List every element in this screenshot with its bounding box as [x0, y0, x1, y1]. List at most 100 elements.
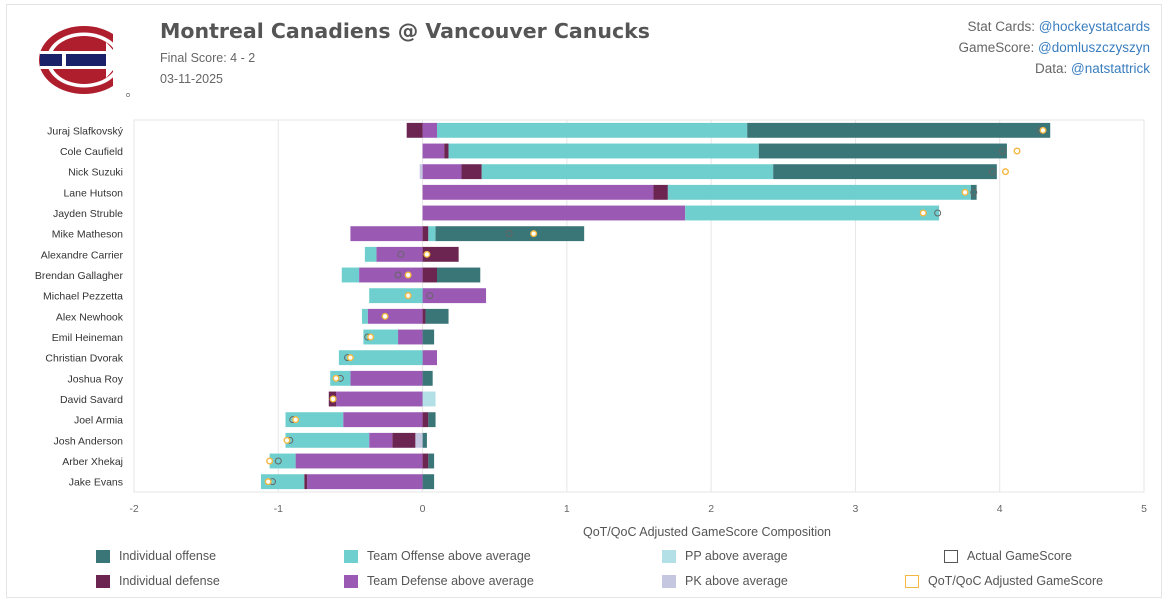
bar-segment-individual-offense: [437, 267, 481, 283]
bar-segment-individual-offense: [422, 474, 435, 490]
player-label: Juraj Slafkovský: [47, 125, 124, 137]
bar-segment-individual-defense: [422, 267, 437, 283]
bar-segment-team-offense: [269, 453, 296, 469]
bar-segment-individual-defense: [422, 453, 429, 469]
bar-segment-team-defense: [359, 267, 423, 283]
player-label: Mike Matheson: [52, 229, 123, 241]
credit-data: Data: @natstattrick: [1034, 61, 1150, 76]
legend-pp[interactable]: PP above average: [662, 549, 788, 563]
legend-actual[interactable]: Actual GameScore: [944, 549, 1072, 563]
actual-gamescore-marker: [934, 209, 942, 217]
adjusted-gamescore-marker: [1013, 147, 1021, 155]
team-logo: [36, 22, 143, 105]
bar-segment-individual-defense: [304, 474, 308, 490]
bar-segment-team-offense: [437, 122, 748, 138]
bar-segment-team-offense: [341, 267, 360, 283]
bar-segment-team-defense: [336, 391, 423, 407]
legend-individual-defense[interactable]: Individual defense: [96, 574, 220, 588]
player-label: Josh Anderson: [54, 435, 124, 447]
credit-link[interactable]: @domluszczyszyn: [1038, 40, 1150, 55]
bar-segment-individual-defense: [422, 226, 429, 242]
bar-segment-individual-offense: [422, 432, 427, 448]
actual-gamescore-marker: [397, 250, 405, 258]
bar-segment-team-offense: [285, 412, 344, 428]
x-axis-label: QoT/QoC Adjusted GameScore Composition: [583, 525, 831, 539]
legend-team-defense[interactable]: Team Defense above average: [344, 574, 534, 588]
legend-team-offense[interactable]: Team Offense above average: [344, 549, 531, 563]
bar-segment-team-offense: [428, 226, 436, 242]
bar-segment-team-defense: [350, 226, 423, 242]
player-label: Nick Suzuki: [68, 167, 123, 179]
bar-segment-individual-offense: [428, 412, 436, 428]
bar-segment-team-defense: [376, 246, 423, 262]
bar-segment-individual-offense: [422, 370, 433, 386]
adjusted-gamescore-marker: [332, 374, 340, 382]
bar-segment-team-defense: [422, 205, 686, 221]
bar-segment-individual-offense: [428, 453, 435, 469]
actual-gamescore-marker: [426, 292, 434, 300]
final-score: Final Score: 4 - 2: [160, 51, 256, 65]
adjusted-gamescore-marker: [381, 312, 389, 320]
bar-segment-pp: [422, 391, 436, 407]
adjusted-gamescore-marker: [404, 292, 412, 300]
actual-gamescore-marker: [989, 168, 996, 176]
player-label: Joshua Roy: [68, 373, 124, 385]
bar-segment-team-defense: [422, 164, 462, 180]
bar-segment-individual-offense: [425, 308, 449, 324]
bar-segment-team-offense: [285, 432, 370, 448]
bar-segment-team-defense: [367, 308, 423, 324]
bar-segment-individual-defense: [422, 246, 459, 262]
legend-individual-offense[interactable]: Individual offense: [96, 549, 216, 563]
x-tick-label: -2: [129, 503, 138, 515]
bar-segment-individual-defense: [422, 412, 429, 428]
credit-link[interactable]: @hockeystatcards: [1038, 19, 1150, 34]
actual-gamescore-marker: [999, 147, 1007, 155]
bar-segment-team-defense: [398, 329, 423, 345]
bar-segment-team-defense: [369, 432, 393, 448]
legend-swatch: [96, 574, 110, 588]
adjusted-gamescore-marker: [367, 333, 375, 341]
bar-segment-individual-offense: [435, 226, 585, 242]
x-tick-label: 2: [708, 503, 714, 515]
bar-segment-pk: [419, 164, 423, 180]
legend-pk[interactable]: PK above average: [662, 574, 788, 588]
player-label: Jayden Struble: [53, 208, 123, 220]
bar-segment-team-defense: [422, 288, 487, 304]
bar-segment-team-defense: [422, 122, 437, 138]
x-tick-label: 1: [564, 503, 570, 515]
adjusted-gamescore-marker: [404, 271, 412, 279]
adjusted-gamescore-marker: [919, 209, 927, 217]
adjusted-gamescore-marker: [283, 436, 291, 444]
credits: Stat Cards: @hockeystatcards GameScore: …: [958, 16, 1150, 79]
credit-link[interactable]: @natstattrick: [1071, 61, 1150, 76]
bar-segment-individual-defense: [653, 184, 668, 200]
bar-segment-team-offense: [667, 184, 971, 200]
actual-gamescore-marker: [970, 188, 978, 196]
bar-segment-individual-defense: [406, 122, 423, 138]
credit-stat-cards: Stat Cards: @hockeystatcards: [967, 19, 1150, 34]
bar-segment-team-offense: [260, 474, 305, 490]
x-tick-label: 3: [853, 503, 859, 515]
legend-swatch: [344, 549, 358, 563]
adjusted-gamescore-marker: [266, 457, 274, 465]
bar-segment-team-defense: [422, 184, 654, 200]
bar-segment-team-defense: [307, 474, 423, 490]
legend-swatch-outline: [905, 574, 919, 588]
legend-swatch: [662, 574, 676, 588]
bar-segment-team-defense: [343, 412, 423, 428]
bar-segment-team-defense: [295, 453, 423, 469]
legend-adjusted[interactable]: QoT/QoC Adjusted GameScore: [905, 574, 1103, 588]
bar-segment-individual-defense: [392, 432, 416, 448]
bar-segment-team-defense: [422, 143, 445, 159]
player-label: Cole Caufield: [60, 146, 123, 158]
player-label: Alex Newhook: [56, 311, 124, 323]
bar-segment-individual-defense: [422, 308, 426, 324]
bar-segment-pk: [415, 432, 423, 448]
player-label: Michael Pezzetta: [43, 291, 123, 303]
x-tick-label: 4: [997, 503, 1003, 515]
legend-swatch-outline: [944, 549, 958, 563]
legend-swatch: [344, 574, 358, 588]
bar-segment-individual-offense: [747, 122, 1051, 138]
chart-frame: [6, 4, 1162, 598]
game-date: 03-11-2025: [160, 72, 224, 86]
